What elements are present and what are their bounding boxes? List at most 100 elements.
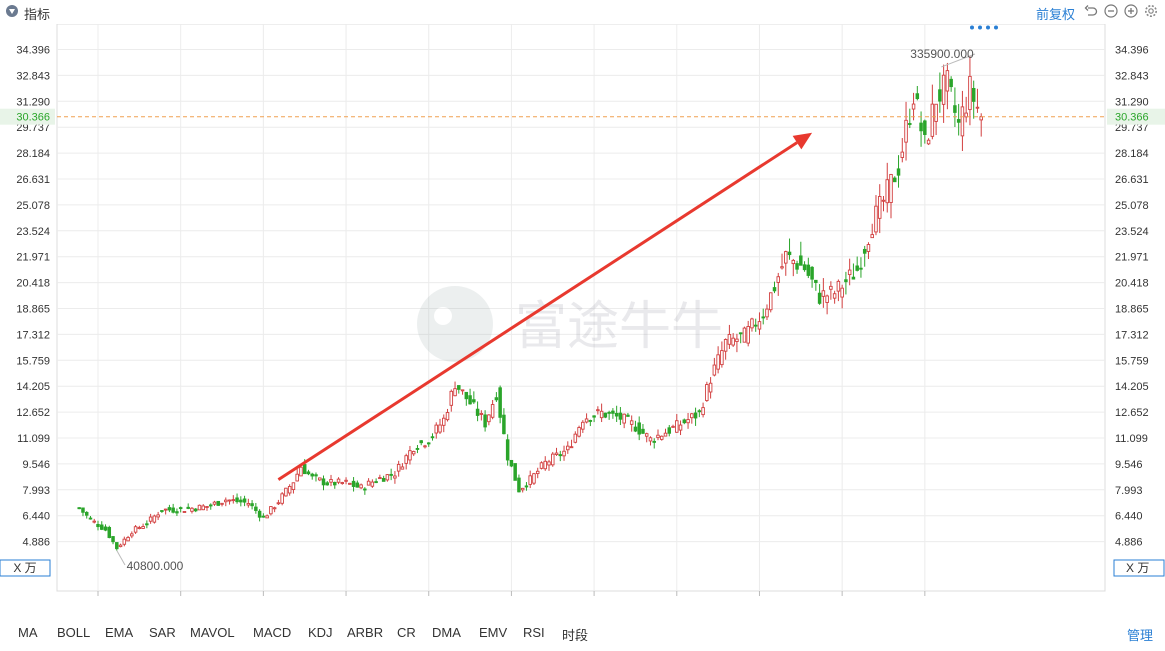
candle-body[interactable] — [457, 385, 461, 390]
candle-body[interactable] — [543, 460, 547, 470]
tab-session[interactable]: 时段 — [562, 628, 589, 643]
candle-body[interactable] — [175, 511, 179, 514]
candle-body[interactable] — [930, 103, 935, 137]
candle-body[interactable] — [193, 508, 198, 512]
candle-body[interactable] — [92, 520, 96, 523]
tab-rsi[interactable]: RSI — [523, 625, 545, 640]
candle-body[interactable] — [148, 516, 153, 522]
candle-body[interactable] — [956, 119, 961, 123]
candle-body[interactable] — [81, 507, 85, 513]
candle-body[interactable] — [735, 338, 739, 342]
candle-body[interactable] — [780, 266, 784, 269]
candle-body[interactable] — [472, 399, 476, 403]
candle-body[interactable] — [757, 321, 762, 330]
candle-body[interactable] — [84, 511, 89, 516]
candle-body[interactable] — [607, 411, 611, 414]
adjustment-toggle[interactable]: 前复权 — [1036, 7, 1076, 22]
candle-body[interactable] — [919, 122, 923, 132]
candle-body[interactable] — [336, 478, 341, 483]
candle-body[interactable] — [182, 511, 187, 513]
candle-body[interactable] — [926, 139, 931, 145]
candle-body[interactable] — [776, 276, 781, 283]
candle-body[interactable] — [829, 285, 833, 290]
candle-body[interactable] — [100, 524, 104, 530]
candle-body[interactable] — [772, 287, 777, 292]
tab-mavol[interactable]: MAVOL — [190, 625, 235, 640]
candle-body[interactable] — [96, 524, 100, 528]
candle-body[interactable] — [333, 481, 337, 486]
candle-body[interactable] — [581, 421, 585, 430]
candle-body[interactable] — [178, 507, 183, 510]
tab-cr[interactable]: CR — [397, 625, 416, 640]
candle-body[interactable] — [103, 526, 108, 531]
candle-body[interactable] — [483, 414, 487, 428]
candle-body[interactable] — [426, 442, 431, 445]
candle-body[interactable] — [551, 453, 555, 466]
candle-body[interactable] — [487, 414, 491, 423]
candle-body[interactable] — [806, 264, 811, 276]
candle-body[interactable] — [889, 174, 893, 203]
candle-body[interactable] — [648, 437, 653, 442]
candle-body[interactable] — [712, 364, 717, 376]
candle-body[interactable] — [208, 504, 213, 507]
candle-body[interactable] — [832, 293, 837, 299]
candle-body[interactable] — [460, 389, 465, 392]
candle-body[interactable] — [186, 506, 190, 509]
candle-body[interactable] — [633, 426, 638, 432]
candle-body[interactable] — [859, 267, 863, 270]
candle-body[interactable] — [637, 422, 641, 435]
candle-body[interactable] — [272, 507, 277, 510]
candle-body[interactable] — [821, 290, 826, 297]
zoom-out-icon[interactable] — [1104, 4, 1118, 18]
volume-unit-box-right[interactable] — [1113, 559, 1165, 577]
candle-body[interactable] — [156, 514, 160, 518]
candle-body[interactable] — [498, 387, 502, 418]
candle-body[interactable] — [720, 350, 724, 366]
candle-body[interactable] — [475, 408, 480, 416]
candle-body[interactable] — [295, 473, 299, 482]
tab-emv[interactable]: EMV — [479, 625, 508, 640]
candle-body[interactable] — [667, 427, 672, 434]
candle-body[interactable] — [911, 103, 916, 110]
candle-body[interactable] — [280, 493, 284, 504]
candle-body[interactable] — [964, 112, 968, 118]
candle-body[interactable] — [877, 196, 882, 219]
candle-body[interactable] — [941, 74, 946, 105]
candle-body[interactable] — [404, 455, 408, 464]
candle-body[interactable] — [502, 414, 506, 435]
candle-body[interactable] — [216, 500, 221, 506]
settings-icon[interactable] — [1144, 4, 1158, 18]
candle-body[interactable] — [768, 292, 773, 311]
candle-body[interactable] — [145, 523, 149, 526]
candle-body[interactable] — [799, 255, 803, 266]
chart-canvas[interactable]: 34.396 34.396 32.843 32.843 31.290 31.290 29.7… — [0, 24, 1165, 599]
candle-body[interactable] — [359, 484, 363, 489]
candle-body[interactable] — [385, 474, 390, 481]
candle-body[interactable] — [599, 410, 604, 419]
candle-body[interactable] — [400, 466, 405, 470]
candle-body[interactable] — [242, 498, 247, 503]
candle-body[interactable] — [88, 517, 93, 520]
candle-body[interactable] — [212, 501, 217, 505]
candle-body[interactable] — [340, 482, 345, 484]
candle-body[interactable] — [975, 106, 980, 109]
candle-body[interactable] — [517, 477, 521, 493]
candle-body[interactable] — [573, 433, 578, 443]
candle-body[interactable] — [817, 292, 822, 304]
candle-body[interactable] — [671, 425, 675, 428]
candle-body[interactable] — [753, 324, 758, 327]
candle-body[interactable] — [423, 445, 427, 448]
candle-body[interactable] — [629, 420, 634, 425]
candle-body[interactable] — [862, 248, 867, 254]
candle-body[interactable] — [652, 440, 656, 443]
candle-body[interactable] — [814, 279, 818, 283]
candle-body[interactable] — [915, 93, 920, 100]
candle-body[interactable] — [968, 75, 972, 111]
candle-body[interactable] — [870, 234, 874, 239]
candle-body[interactable] — [453, 388, 457, 397]
candle-body[interactable] — [190, 507, 194, 512]
candle-body[interactable] — [802, 264, 807, 271]
candle-body[interactable] — [468, 395, 472, 405]
candle-body[interactable] — [810, 266, 814, 280]
candle-body[interactable] — [866, 244, 871, 252]
